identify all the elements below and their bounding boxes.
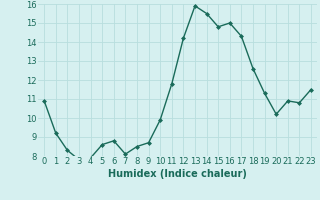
X-axis label: Humidex (Indice chaleur): Humidex (Indice chaleur)	[108, 169, 247, 179]
